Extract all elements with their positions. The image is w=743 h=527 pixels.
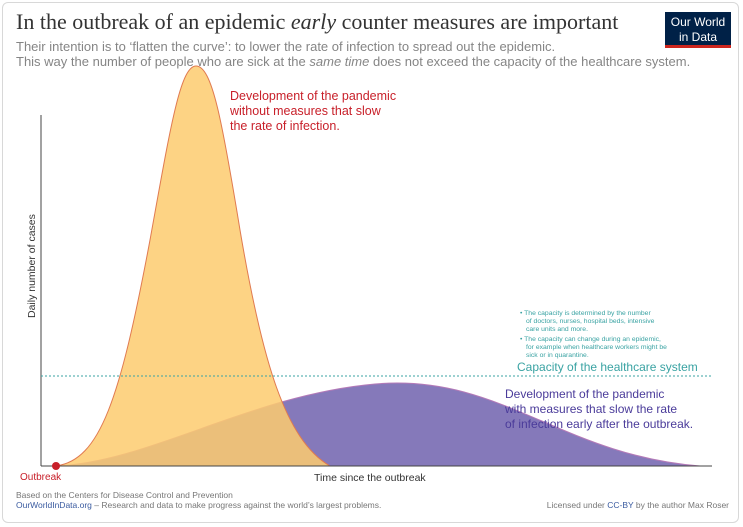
outbreak-dot	[52, 462, 60, 470]
capacity-label: Capacity of the healthcare system	[517, 360, 698, 374]
capacity-note-2-line-3: sick or in quarantine.	[526, 352, 589, 359]
y-axis-label: Daily number of cases	[26, 214, 38, 318]
capacity-note-2-line-2: for example when healthcare workers migh…	[526, 344, 667, 351]
capacity-note-1-line-1: • The capacity is determined by the numb…	[520, 310, 651, 317]
no-measures-label-1: Development of the pandemic	[230, 89, 396, 103]
capacity-note-1-line-3: care units and more.	[526, 326, 588, 333]
with-measures-label-2: with measures that slow the rate	[504, 402, 677, 416]
owid-logo[interactable]: Our World in Data	[665, 12, 731, 48]
logo-line-2: in Data	[678, 30, 718, 44]
x-axis-label: Time since the outbreak	[314, 472, 426, 484]
with-measures-label-1: Development of the pandemic	[505, 387, 664, 401]
footer-source: Based on the Centers for Disease Control…	[16, 490, 233, 500]
chart-title: In the outbreak of an epidemic early cou…	[16, 9, 619, 34]
subtitle-line-2: This way the number of people who are si…	[16, 54, 691, 69]
license-link[interactable]: CC-BY	[607, 500, 634, 510]
with-measures-label-3: of infection early after the outbreak.	[505, 417, 693, 431]
footer-license: Licensed under CC-BY by the author Max R…	[546, 500, 729, 510]
footer-site-line: OurWorldInData.org – Research and data t…	[16, 500, 382, 510]
logo-line-1: Our World	[670, 15, 726, 29]
no-measures-label-2: without measures that slow	[229, 104, 382, 118]
outbreak-label: Outbreak	[20, 472, 62, 483]
capacity-note-2-line-1: • The capacity can change during an epid…	[520, 336, 661, 343]
curve-without-measures	[55, 65, 332, 467]
capacity-note-1-line-2: of doctors, nurses, hospital beds, inten…	[526, 318, 655, 325]
subtitle-line-1: Their intention is to ‘flatten the curve…	[16, 39, 556, 54]
no-measures-label-3: the rate of infection.	[230, 119, 340, 133]
footer-site-link[interactable]: OurWorldInData.org	[16, 500, 92, 510]
